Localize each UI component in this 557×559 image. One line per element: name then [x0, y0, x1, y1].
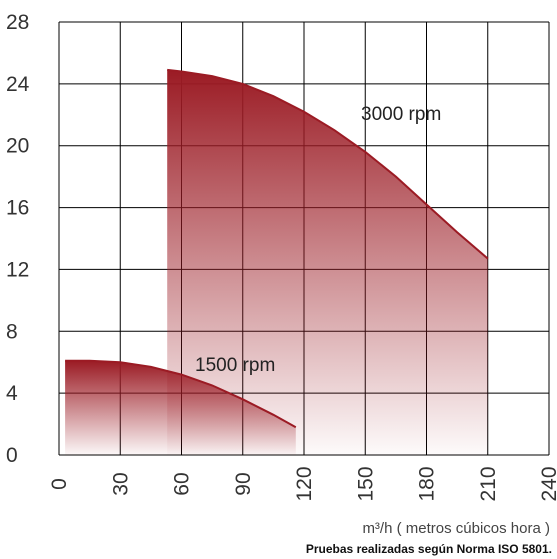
x-tick-label-120: 120 — [293, 466, 316, 501]
x-tick-label-210: 210 — [477, 466, 500, 501]
x-tick-label-90: 90 — [232, 472, 255, 495]
series-line-1500-rpm — [65, 359, 297, 429]
series-area-1500-rpm — [65, 360, 296, 455]
x-tick-label-180: 180 — [416, 466, 439, 501]
x-axis-label: m³/h ( metros cúbicos hora ) — [362, 520, 550, 537]
y-tick-label-8: 8 — [6, 320, 18, 343]
y-tick-label-24: 24 — [6, 73, 30, 96]
series-label-3000-rpm: 3000 rpm — [361, 104, 441, 125]
labels: 0 30 60 90 120 150 180 210 240 0 4 8 12 16 20 24 28 3000 … — [6, 11, 557, 502]
y-tick-label-20: 20 — [6, 135, 29, 158]
y-tick-label-28: 28 — [6, 11, 29, 34]
x-tick-label-60: 60 — [171, 472, 194, 495]
x-tick-label-30: 30 — [109, 472, 132, 495]
series-areas — [65, 68, 489, 456]
footnote: Pruebas realizadas según Norma ISO 5801. — [306, 542, 552, 556]
series-label-1500-rpm: 1500 rpm — [195, 355, 275, 376]
x-tick-label-150: 150 — [354, 466, 377, 501]
x-tick-label-240: 240 — [538, 466, 557, 501]
y-tick-label-12: 12 — [6, 258, 29, 281]
y-tick-label-4: 4 — [6, 382, 18, 405]
series-area-3000-rpm — [167, 69, 488, 456]
x-tick-label-0: 0 — [48, 478, 71, 490]
series-line-3000-rpm — [167, 68, 489, 260]
y-tick-label-16: 16 — [6, 197, 29, 220]
y-tick-label-0: 0 — [6, 444, 18, 467]
